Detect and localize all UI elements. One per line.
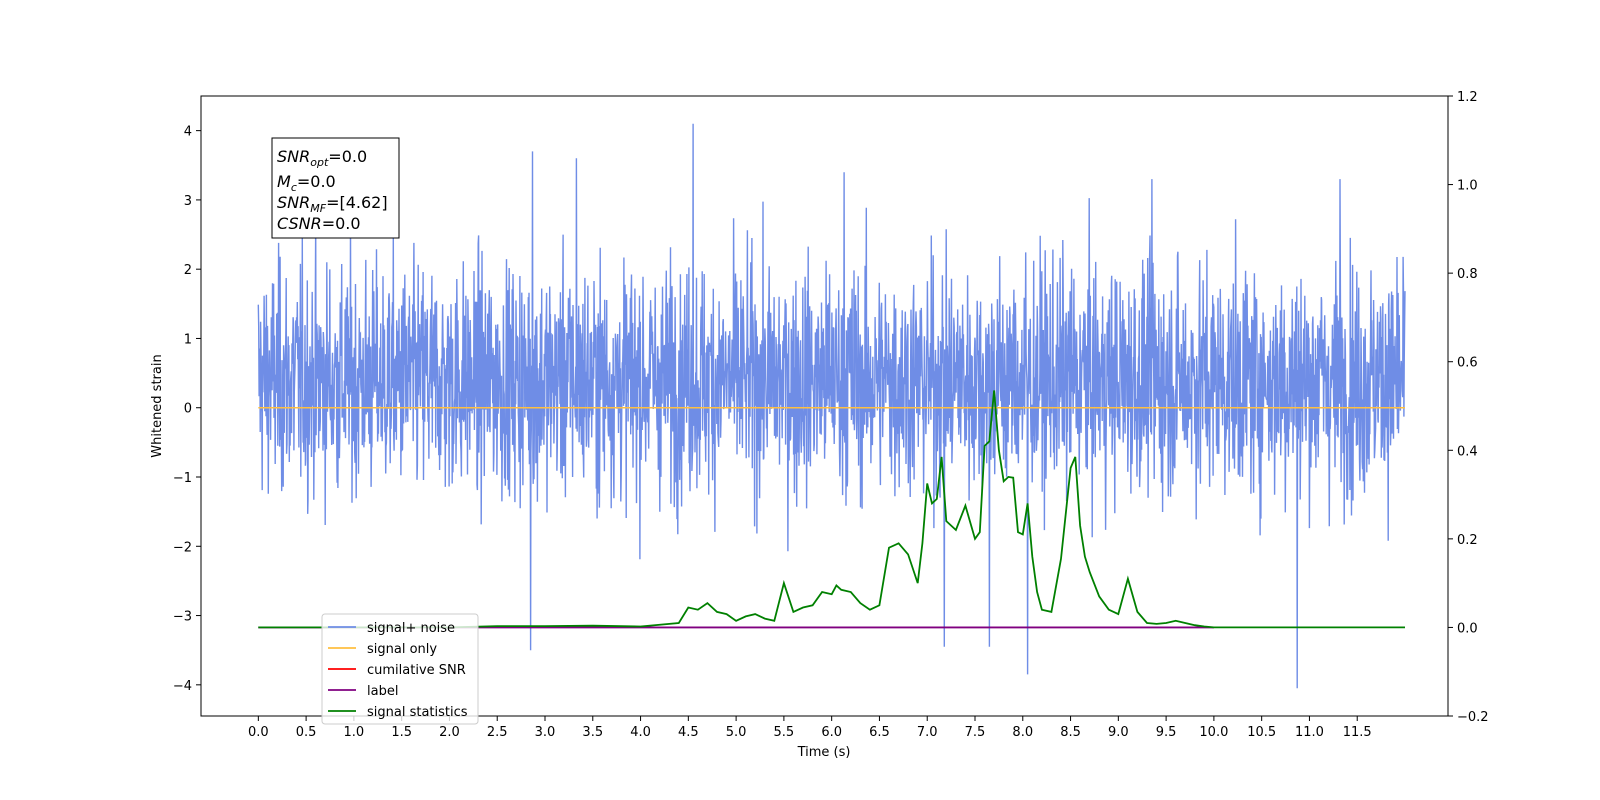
x-tick-label: 7.0 (917, 725, 938, 740)
y-tick-label: −2 (173, 540, 192, 555)
x-tick-label: 3.5 (582, 725, 603, 740)
y2-tick-label: 0.8 (1457, 267, 1478, 282)
y2-tick-label: 0.6 (1457, 356, 1478, 371)
series-signal-noise-line (257, 123, 1406, 689)
x-tick-label: 4.5 (678, 725, 699, 740)
x-tick-label: 1.0 (344, 725, 365, 740)
x-tick-label: 0.0 (248, 725, 269, 740)
x-tick-label: 4.0 (630, 725, 651, 740)
x-tick-label: 10.5 (1247, 725, 1276, 740)
y-tick-label: 4 (184, 125, 192, 140)
x-tick-label: 8.5 (1060, 725, 1081, 740)
x-tick-label: 1.5 (391, 725, 412, 740)
legend-label: cumilative SNR (367, 663, 466, 678)
legend-label: signal+ noise (367, 621, 455, 636)
y2-tick-label: −0.2 (1457, 710, 1489, 725)
y-tick-label: 0 (184, 402, 192, 417)
x-tick-label: 5.0 (726, 725, 747, 740)
series-signal-statistics-line (258, 390, 1405, 629)
legend-label: signal only (367, 642, 437, 657)
y-tick-label: 1 (184, 332, 192, 347)
y-tick-label: −1 (173, 471, 192, 486)
axes-frame (200, 95, 1449, 717)
x-tick-label: 8.0 (1012, 725, 1033, 740)
y-tick-label: −4 (173, 679, 192, 694)
x-axis-label: Time (s) (797, 745, 851, 760)
y2-tick-label: 1.2 (1457, 90, 1478, 105)
legend-label: label (367, 684, 398, 699)
snr-mf-text: SNRMF=[4.62] (277, 193, 388, 215)
y-tick-label: 2 (184, 263, 192, 278)
x-tick-label: 9.0 (1108, 725, 1129, 740)
y-axis-label: Whitened strain (150, 354, 165, 457)
legend: signal+ noise signal only cumilative SNR la… (321, 613, 479, 725)
x-tick-label: 11.0 (1295, 725, 1324, 740)
x-tick-label: 9.5 (1156, 725, 1177, 740)
axis-ticks: 0.0 0.5 1.0 1.5 2.0 2.5 3.0 3.5 4.0 4.5 5.0 5.5 6.0 6… (173, 90, 1489, 740)
x-tick-label: 2.5 (487, 725, 508, 740)
y-tick-label: −3 (173, 610, 192, 625)
annotation-box: SNRopt=0.0 Mc=0.0 SNRMF=[4.62] CSNR=0.0 (271, 137, 400, 239)
x-tick-label: 0.5 (296, 725, 317, 740)
csnr-text: CSNR=0.0 (277, 214, 361, 233)
x-tick-label: 6.5 (869, 725, 890, 740)
y-tick-label: 3 (184, 194, 192, 209)
plot-area (257, 123, 1406, 689)
y2-tick-label: 0.0 (1457, 621, 1478, 636)
y2-tick-label: 1.0 (1457, 179, 1478, 194)
x-tick-label: 6.0 (821, 725, 842, 740)
x-tick-label: 10.0 (1199, 725, 1228, 740)
x-tick-label: 7.5 (965, 725, 986, 740)
x-tick-label: 11.5 (1343, 725, 1372, 740)
x-tick-label: 5.5 (774, 725, 795, 740)
legend-frame (321, 613, 479, 725)
x-tick-label: 3.0 (535, 725, 556, 740)
y2-tick-label: 0.4 (1457, 444, 1478, 459)
x-tick-label: 2.0 (439, 725, 460, 740)
y2-tick-label: 0.2 (1457, 533, 1478, 548)
snr-opt-text: SNRopt=0.0 (277, 147, 367, 169)
mc-text: Mc=0.0 (277, 172, 336, 194)
legend-label: signal statistics (367, 705, 468, 720)
